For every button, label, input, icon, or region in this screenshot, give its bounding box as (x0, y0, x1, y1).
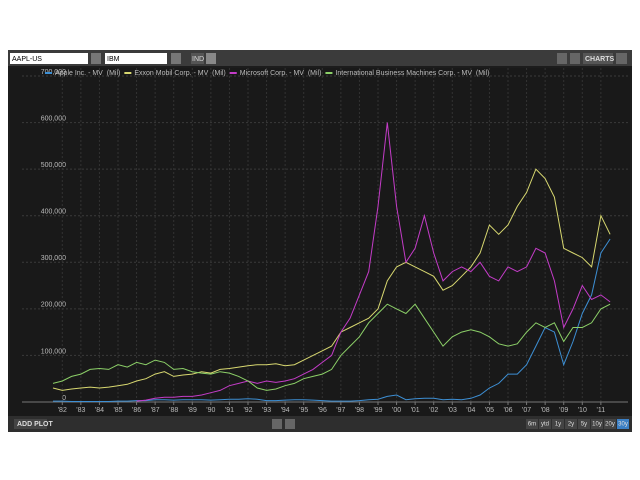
x-tick-label: '99 (373, 407, 382, 414)
x-tick-label: '09 (559, 407, 568, 414)
y-tick-label: 0 (62, 395, 66, 402)
bottom-bar: ADD PLOT 6m ytd 1y 2y 5y 10y 20y 30y (8, 416, 632, 432)
x-tick-label: '83 (76, 407, 85, 414)
range-button[interactable] (591, 419, 603, 429)
y-tick-label: 300,000 (41, 255, 66, 262)
crosshair-tool[interactable] (272, 419, 282, 429)
x-tick-label: '97 (336, 407, 345, 414)
x-tick-label: '04 (466, 407, 475, 414)
range-button[interactable] (578, 419, 590, 429)
legend-label: International Business Machines Corp. - … (335, 70, 489, 77)
range-buttons: 6m ytd 1y 2y 5y 10y 20y 30y (526, 419, 629, 429)
y-tick-label: 200,000 (41, 302, 66, 309)
x-tick-label: '88 (169, 407, 178, 414)
y-tick-label: 100,000 (41, 348, 66, 355)
x-tick-label: '95 (299, 407, 308, 414)
compare-input[interactable] (105, 53, 167, 64)
x-tick-label: '03 (448, 407, 457, 414)
x-tick-label: '89 (188, 407, 197, 414)
draw-tool[interactable] (285, 419, 295, 429)
compare-search[interactable] (171, 53, 181, 64)
range-button[interactable] (526, 419, 538, 429)
range-label: 10y (592, 422, 602, 428)
refresh-button[interactable] (557, 53, 567, 64)
x-tick-label: '85 (113, 407, 122, 414)
x-tick-label: '07 (522, 407, 531, 414)
x-tick-label: '00 (392, 407, 401, 414)
compare-text: IBM (107, 56, 120, 63)
symbol-text: AAPL-US (12, 56, 42, 63)
x-tick-label: '10 (578, 407, 587, 414)
y-tick-label: 400,000 (41, 209, 66, 216)
x-tick-label: '96 (318, 407, 327, 414)
toolbar: AAPL-US IBM IND CHARTS (8, 50, 632, 66)
add-plot-label: ADD PLOT (17, 421, 54, 428)
search-button[interactable] (91, 53, 101, 64)
index-button[interactable] (191, 53, 204, 64)
bottom-bg (8, 416, 632, 432)
legend-label: Apple Inc. - MV (Mil) (55, 70, 120, 77)
add-plot-button[interactable] (14, 419, 47, 429)
series-line (52, 168, 611, 391)
x-tick-label: '92 (243, 407, 252, 414)
settings-button[interactable] (616, 53, 627, 64)
x-tick-label: '87 (151, 407, 160, 414)
x-tick-label: '93 (262, 407, 271, 414)
range-label: 2y (568, 422, 574, 428)
x-tick-label: '02 (429, 407, 438, 414)
range-button[interactable] (565, 419, 577, 429)
range-button[interactable] (539, 419, 551, 429)
x-tick-label: '05 (485, 407, 494, 414)
series-line (136, 122, 611, 402)
y-tick-label: 700,000 (41, 69, 66, 76)
x-tick-label: '08 (541, 407, 550, 414)
symbol-input[interactable] (10, 53, 88, 64)
close-button[interactable] (570, 53, 580, 64)
range-button[interactable] (604, 419, 616, 429)
x-tick-label: '01 (411, 407, 420, 414)
range-label: 1y (555, 422, 561, 428)
range-label: ytd (541, 422, 549, 428)
x-tick-label: '11 (597, 407, 606, 414)
range-button[interactable] (552, 419, 564, 429)
x-tick-label: '94 (281, 407, 290, 414)
index-toggle[interactable] (206, 53, 216, 64)
x-tick-label: '91 (225, 407, 234, 414)
toolbar-bg (8, 50, 632, 66)
chart: 0 100,000 200,000 300,000 400,000 500,000 600,… (22, 68, 628, 414)
range-label: 6m (528, 422, 536, 428)
charts-label: CHARTS (585, 56, 614, 63)
series-line (52, 303, 611, 391)
x-tick-label: '06 (503, 407, 512, 414)
x-tick-label: '84 (95, 407, 104, 414)
x-tick-label: '98 (355, 407, 364, 414)
legend-label: Microsoft Corp. - MV (Mil) (240, 70, 322, 77)
x-tick-label: '90 (206, 407, 215, 414)
y-tick-label: 500,000 (41, 162, 66, 169)
y-tick-label: 600,000 (41, 115, 66, 122)
range-label: 20y (605, 422, 615, 428)
index-label: IND (192, 56, 204, 63)
range-button[interactable] (617, 419, 629, 429)
range-label: 30y (618, 422, 628, 428)
x-tick-label: '82 (58, 407, 67, 414)
charts-button[interactable] (583, 53, 613, 64)
range-label: 5y (581, 422, 587, 428)
legend-label: Exxon Mobil Corp. - MV (Mil) (134, 70, 225, 77)
x-tick-label: '86 (132, 407, 141, 414)
